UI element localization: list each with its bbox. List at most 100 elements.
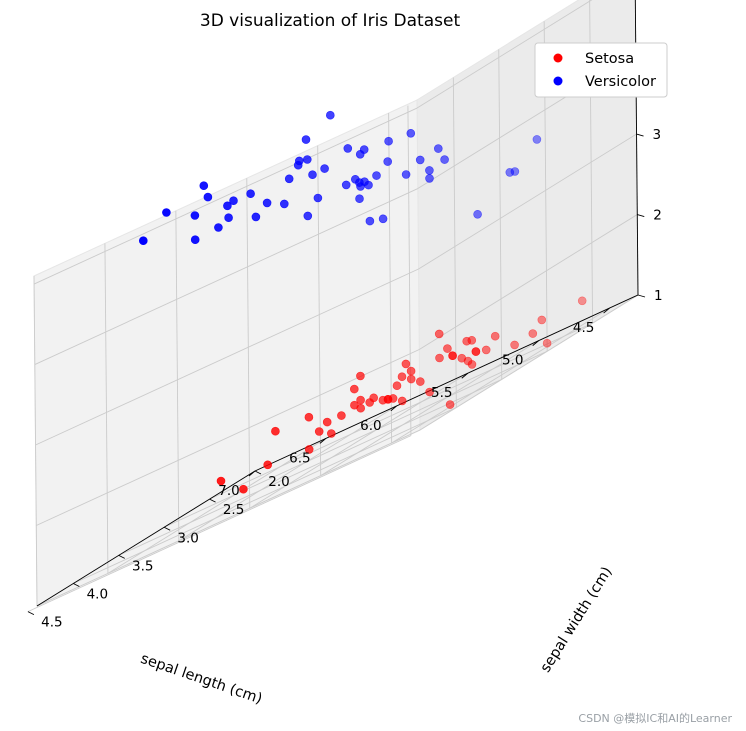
point-versicolor <box>190 211 200 220</box>
point-versicolor <box>355 150 365 159</box>
point-versicolor <box>406 129 416 138</box>
grid-z-side <box>35 268 419 446</box>
y-tick-mark <box>163 526 171 531</box>
point-versicolor <box>440 155 449 164</box>
point-setosa <box>397 372 407 382</box>
pane-side <box>33 99 421 607</box>
y-axis-label: sepal width (cm) <box>538 564 616 675</box>
grid-z-back <box>418 133 637 270</box>
legend: Setosa Versicolor <box>534 42 668 98</box>
z-tick-mark <box>637 214 645 217</box>
legend-box <box>534 42 668 98</box>
point-versicolor <box>313 193 323 203</box>
point-versicolor <box>384 136 393 146</box>
x-tick-mark <box>319 438 327 444</box>
point-setosa <box>490 331 500 341</box>
point-setosa <box>415 377 425 386</box>
grid-y-floor <box>73 407 457 584</box>
x-tick-label: 4.5 <box>573 320 594 336</box>
point-versicolor <box>303 211 313 221</box>
point-versicolor <box>293 160 303 170</box>
point-versicolor <box>214 223 223 232</box>
point-setosa <box>365 398 375 407</box>
x-tick-mark <box>248 470 256 477</box>
grid-y-floor <box>27 435 412 613</box>
point-versicolor <box>365 216 375 226</box>
point-versicolor <box>224 213 233 222</box>
point-versicolor <box>355 194 364 203</box>
point-versicolor <box>425 166 434 175</box>
z-tick-label: 3 <box>653 127 662 143</box>
point-setosa <box>577 296 587 306</box>
point-versicolor <box>308 170 317 179</box>
point-setosa <box>510 340 519 350</box>
point-versicolor <box>320 164 329 173</box>
point-setosa <box>406 374 416 384</box>
point-versicolor <box>401 170 411 179</box>
point-setosa <box>397 396 407 406</box>
point-versicolor <box>139 236 148 245</box>
grid-x-side <box>104 243 109 574</box>
point-versicolor <box>199 181 209 190</box>
grid-y-back <box>498 49 503 380</box>
point-setosa <box>350 400 359 410</box>
point-versicolor <box>378 214 388 224</box>
y-tick-label: 2.5 <box>223 502 244 518</box>
y-tick-label: 4.5 <box>41 615 62 631</box>
point-setosa <box>239 484 248 494</box>
data-points <box>139 110 587 494</box>
grid-y-back <box>452 77 457 408</box>
point-versicolor <box>532 135 542 144</box>
tick-labels: 4.55.05.56.06.57.02.02.53.03.54.04.51234… <box>27 47 663 631</box>
point-setosa <box>462 336 472 346</box>
point-versicolor <box>372 171 381 180</box>
grid-x-side <box>33 275 38 607</box>
point-setosa <box>457 353 467 363</box>
x-tick-mark <box>603 307 610 314</box>
legend-marker-versicolor <box>553 76 563 86</box>
point-versicolor <box>284 174 294 184</box>
point-versicolor <box>279 199 289 209</box>
grid-x-side <box>246 178 251 509</box>
point-setosa <box>304 412 314 422</box>
x-tick-label: 6.5 <box>289 450 310 466</box>
axis-panes <box>33 0 639 607</box>
point-setosa <box>304 445 314 454</box>
point-setosa <box>356 395 365 405</box>
x-tick-mark <box>532 340 539 346</box>
point-setosa <box>481 345 491 355</box>
point-versicolor <box>383 157 393 166</box>
y-tick-mark <box>254 470 262 475</box>
z-tick-mark <box>637 294 646 298</box>
grid-y-floor <box>163 350 548 528</box>
point-versicolor <box>343 144 353 153</box>
point-versicolor <box>341 180 351 190</box>
point-setosa <box>314 427 324 436</box>
chart-title: 3D visualization of Iris Dataset <box>200 11 461 31</box>
point-setosa <box>537 315 547 325</box>
grid-z-side <box>36 429 421 607</box>
point-versicolor <box>433 144 443 153</box>
z-tick-mark <box>636 133 644 137</box>
point-versicolor <box>229 196 238 205</box>
point-versicolor <box>505 168 515 177</box>
point-versicolor <box>190 235 200 244</box>
point-setosa <box>349 384 359 394</box>
point-setosa <box>448 351 457 361</box>
x-tick-label: 7.0 <box>218 483 239 499</box>
y-tick-label: 3.5 <box>132 558 153 574</box>
y-tick-label: 3.0 <box>177 530 198 546</box>
grid-x-side <box>175 210 180 541</box>
point-setosa <box>322 417 332 427</box>
point-setosa <box>271 426 280 436</box>
point-setosa <box>401 359 411 369</box>
point-setosa <box>406 366 416 376</box>
point-setosa <box>528 329 538 338</box>
legend-label-versicolor: Versicolor <box>585 74 656 90</box>
x-tick-mark <box>461 372 469 379</box>
legend-label-setosa: Setosa <box>585 51 634 67</box>
point-setosa <box>378 395 388 405</box>
grid-z-back <box>416 0 593 109</box>
point-setosa <box>445 400 455 409</box>
